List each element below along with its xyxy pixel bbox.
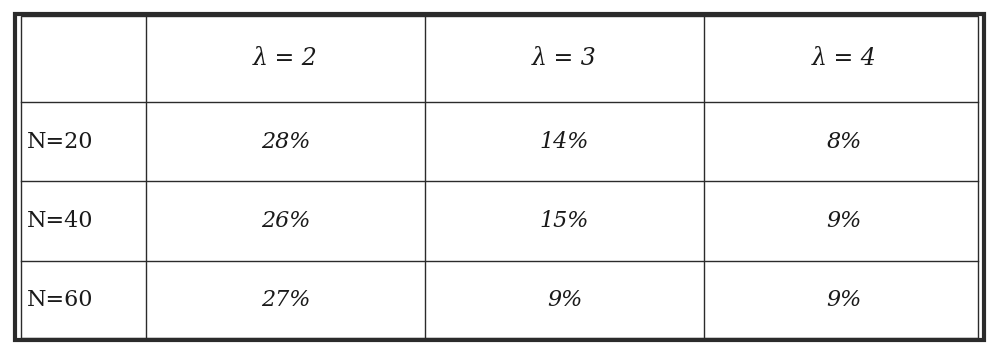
Text: 27%: 27%	[261, 289, 310, 311]
Text: 9%: 9%	[826, 210, 861, 232]
Text: 26%: 26%	[261, 210, 310, 232]
Text: N=60: N=60	[27, 289, 94, 311]
Text: N=20: N=20	[27, 131, 94, 153]
Text: 9%: 9%	[546, 289, 582, 311]
Text: 14%: 14%	[539, 131, 589, 153]
Text: λ = 4: λ = 4	[811, 47, 876, 70]
Text: λ = 2: λ = 2	[253, 47, 318, 70]
Text: N=40: N=40	[27, 210, 94, 232]
Text: 28%: 28%	[261, 131, 310, 153]
Text: 15%: 15%	[539, 210, 589, 232]
Text: λ = 3: λ = 3	[532, 47, 596, 70]
Text: 9%: 9%	[826, 289, 861, 311]
Text: 8%: 8%	[826, 131, 861, 153]
